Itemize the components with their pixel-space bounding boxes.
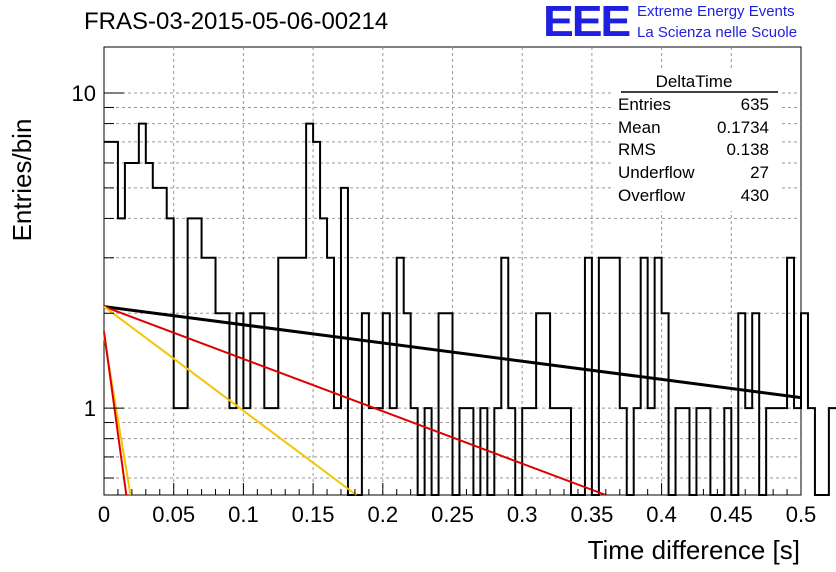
x-tick-label: 0: [98, 502, 110, 527]
histogram-outline: [104, 122, 836, 496]
axis-ticks: 0 0.05 0.1 0.15 0.2 0.25 0.3 0.35 0.4 0.45 0.5 1 10: [72, 81, 817, 527]
stats-value-underflow: 27: [750, 163, 769, 182]
fit-lines: [103, 305, 802, 496]
stats-box-title: DeltaTime: [656, 72, 733, 91]
fit-line-1: [103, 305, 607, 496]
x-tick-label: 0.25: [431, 502, 474, 527]
y-axis-label: Entries/bin: [7, 119, 37, 242]
x-tick-label: 0.45: [710, 502, 753, 527]
stats-value-mean: 0.1734: [717, 118, 769, 137]
eee-logo-line1: Extreme Energy Events: [637, 3, 795, 20]
stats-label-entries: Entries: [618, 95, 671, 114]
stats-label-mean: Mean: [618, 118, 661, 137]
fit-line-4: [103, 331, 128, 496]
eee-logo-line2: La Scienza nelle Scuole: [637, 24, 798, 41]
stats-box: DeltaTime Entries 635 Mean 0.1734 RMS 0.…: [612, 71, 782, 211]
x-tick-label: 0.2: [368, 502, 399, 527]
stats-label-overflow: Overflow: [618, 186, 686, 205]
y-tick-label: 10: [72, 81, 96, 106]
stats-value-entries: 635: [741, 95, 769, 114]
stats-box-background: [612, 71, 782, 211]
x-tick-label: 0.15: [292, 502, 335, 527]
stats-value-rms: 0.138: [726, 140, 769, 159]
eee-logo: EEE: [543, 0, 631, 46]
stats-label-underflow: Underflow: [618, 163, 695, 182]
x-tick-label: 0.4: [646, 502, 677, 527]
x-tick-label: 0.3: [507, 502, 538, 527]
x-tick-label: 0.1: [228, 502, 259, 527]
x-tick-label: 0.5: [786, 502, 817, 527]
fit-line-2: [103, 305, 357, 496]
run-title: FRAS-03-2015-05-06-00214: [84, 8, 389, 35]
x-tick-label: 0.05: [152, 502, 195, 527]
stats-value-overflow: 430: [741, 186, 769, 205]
stats-label-rms: RMS: [618, 140, 656, 159]
x-tick-label: 0.35: [570, 502, 613, 527]
fit-line-0: [103, 305, 802, 400]
histogram-bars: [104, 122, 836, 496]
y-tick-label: 1: [84, 396, 96, 421]
x-axis-label: Time difference [s]: [588, 535, 800, 565]
